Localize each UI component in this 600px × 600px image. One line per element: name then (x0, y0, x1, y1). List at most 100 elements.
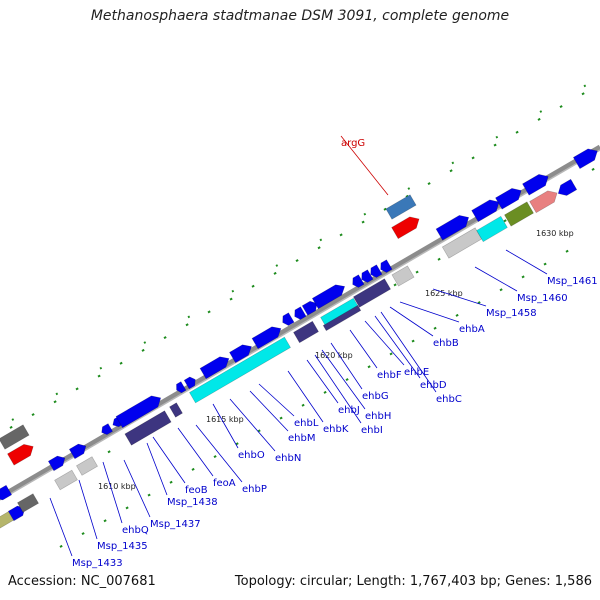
gene-label[interactable]: Msp_1458 (486, 308, 537, 319)
gene-label[interactable]: feoB (185, 485, 208, 496)
gene-feature (572, 148, 598, 170)
leader-line (306, 359, 339, 404)
scale-tick (411, 339, 415, 343)
scale-tick (279, 416, 283, 420)
scale-tick (451, 161, 455, 165)
gene-feature (0, 424, 30, 450)
leader-line (102, 461, 123, 524)
scale-tick (437, 257, 441, 261)
scale-tick (345, 378, 349, 382)
gene-label[interactable]: ehbD (420, 380, 447, 391)
gene-label[interactable]: ehbE (404, 367, 429, 378)
scale-tick (581, 92, 585, 96)
gene-label[interactable]: ehbC (436, 394, 462, 405)
leader-line (229, 398, 276, 452)
leader-line (177, 427, 214, 477)
gene-feature (115, 395, 162, 429)
scale-tick (471, 156, 475, 160)
scale-tick (539, 110, 543, 113)
scale-tick (125, 506, 129, 510)
gene-label[interactable]: ehbM (288, 433, 315, 444)
scale-tick (405, 194, 409, 198)
scale-tick (591, 167, 595, 171)
gene-feature (176, 381, 187, 394)
scale-tick (251, 284, 255, 288)
gene-label[interactable]: ehbN (275, 453, 301, 464)
scale-tick (583, 84, 587, 88)
scale-tick (503, 219, 507, 223)
scale-tick (363, 212, 367, 216)
leader-line (287, 370, 324, 423)
gene-label[interactable]: ehbP (242, 484, 267, 495)
gene-label[interactable]: feoA (213, 478, 236, 489)
gene-label[interactable]: ehbJ (338, 405, 360, 416)
leader-line (78, 479, 98, 540)
gene-label[interactable]: Msp_1460 (517, 293, 568, 304)
leader-line (432, 288, 487, 307)
leader-line (399, 301, 460, 323)
leader-line (146, 442, 168, 496)
gene-feature (76, 456, 98, 476)
gene-label[interactable]: ehbA (459, 324, 485, 335)
scale-tick (521, 275, 525, 279)
gene-feature (294, 306, 307, 320)
scale-label-1610: 1610 kbp (98, 482, 136, 491)
scale-tick (143, 341, 147, 344)
scale-tick (169, 480, 173, 484)
scale-label-1615: 1615 kbp (206, 415, 244, 424)
scale-tick (107, 450, 111, 454)
gene-label[interactable]: ehbH (365, 411, 391, 422)
gene-label[interactable]: ehbK (323, 424, 349, 435)
scale-tick (163, 336, 167, 340)
gene-label[interactable]: Msp_1461 (547, 276, 598, 287)
scale-tick (367, 365, 371, 369)
gene-label[interactable]: Msp_1437 (150, 519, 201, 530)
scale-tick (31, 413, 35, 417)
scale-tick (191, 467, 195, 471)
gene-label[interactable]: ehbO (238, 450, 265, 461)
gene-label[interactable]: Msp_1435 (97, 541, 148, 552)
scale-tick (427, 182, 431, 186)
gene-label[interactable]: ehbF (377, 370, 402, 381)
gene-label[interactable]: argG (341, 138, 365, 149)
gene-feature (522, 174, 549, 196)
gene-feature (391, 265, 415, 287)
scale-tick (235, 442, 239, 446)
leader-line (212, 403, 239, 449)
leader-line (49, 497, 73, 557)
scale-tick (393, 283, 397, 287)
leader-line (249, 390, 289, 432)
genome-stats-text: Topology: circular; Length: 1,767,403 bp… (234, 574, 592, 589)
scale-tick (339, 233, 343, 237)
tick-marks (9, 84, 595, 548)
gene-feature (189, 336, 291, 404)
gene-feature (476, 215, 508, 243)
gene-feature (361, 269, 374, 283)
scale-tick (75, 387, 79, 391)
scale-tick (273, 271, 277, 275)
gene-feature (352, 274, 365, 288)
gene-label[interactable]: ehbL (294, 418, 319, 429)
gene-feature (282, 312, 295, 326)
leader-line (389, 306, 434, 337)
gene-label[interactable]: Msp_1433 (72, 558, 123, 569)
scale-labels: 1610 kbp 1615 kbp 1620 kbp 1625 kbp 1630… (98, 229, 574, 491)
gene-features (0, 148, 598, 529)
gene-label[interactable]: ehbI (361, 425, 383, 436)
scale-tick (187, 315, 191, 319)
gene-label[interactable]: ehbG (362, 391, 389, 402)
scale-tick (493, 143, 497, 147)
scale-tick (103, 519, 107, 523)
gene-feature (504, 201, 534, 227)
leader-line (474, 266, 518, 292)
scale-tick (559, 105, 563, 109)
scale-tick (207, 310, 211, 314)
scale-tick (433, 326, 437, 330)
gene-label[interactable]: Msp_1438 (167, 497, 218, 508)
gene-feature (54, 469, 78, 491)
gene-label[interactable]: ehbQ (122, 525, 149, 536)
gene-feature (47, 455, 66, 472)
gene-label[interactable]: ehbB (433, 338, 459, 349)
leader-line (505, 249, 548, 275)
